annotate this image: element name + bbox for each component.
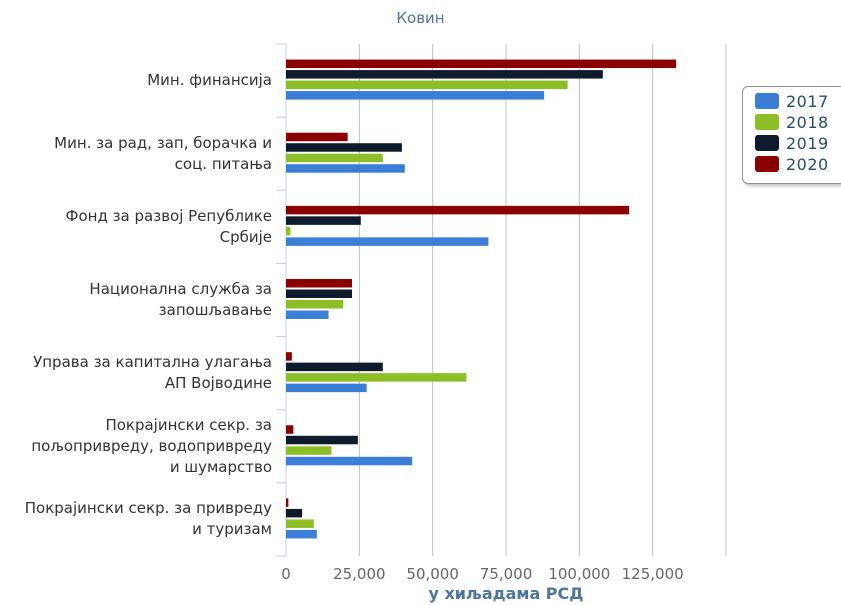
bar-2017[interactable] <box>286 91 545 100</box>
bar-2017[interactable] <box>286 164 405 173</box>
x-tick-label: 125,000 <box>621 565 684 583</box>
bar-2018[interactable] <box>286 519 314 528</box>
legend-item-2020[interactable]: 2020 <box>755 154 829 174</box>
bar-2017[interactable] <box>286 310 329 320</box>
category-label-line: Национална служба за <box>89 280 272 298</box>
bar-2017[interactable] <box>286 456 413 466</box>
bar-2020[interactable] <box>286 425 294 434</box>
category-label-line: и шумарство <box>169 457 272 476</box>
category-label-line: АП Војводине <box>164 374 272 393</box>
legend-item-2019[interactable]: 2019 <box>755 133 829 153</box>
category-label: Управа за капитална улагања АП Војводине <box>0 352 272 394</box>
bar-2018[interactable] <box>286 373 467 382</box>
legend-label: 2018 <box>786 112 829 132</box>
x-tick-label: 75,000 <box>479 565 533 583</box>
legend-item-2018[interactable]: 2018 <box>755 112 829 132</box>
chart-subtitle: Ковин <box>396 9 445 27</box>
bar-2020[interactable] <box>286 59 677 69</box>
bar-2019[interactable] <box>286 289 352 299</box>
x-tick-label: 50,000 <box>406 565 459 583</box>
legend-item-2017[interactable]: 2017 <box>755 91 829 111</box>
bar-2018[interactable] <box>286 446 332 455</box>
bar-2017[interactable] <box>286 529 317 539</box>
category-label-line: и туризам <box>192 520 272 539</box>
legend-swatch <box>755 135 779 151</box>
legend-swatch <box>755 93 779 109</box>
legend-swatch <box>755 156 779 172</box>
x-tick-label: 100,000 <box>548 565 611 583</box>
x-axis-title: у хиљадама РСД <box>428 584 584 603</box>
category-label: Национална служба за запошљавање <box>0 279 272 321</box>
bar-2020[interactable] <box>286 279 352 288</box>
x-tick-label: 25,000 <box>333 565 386 583</box>
category-label: Мин. финансија <box>0 70 272 91</box>
category-label-line: Фонд за развој Републике <box>65 206 272 225</box>
bar-2019[interactable] <box>286 143 402 152</box>
bar-2018[interactable] <box>286 226 291 236</box>
category-label: Фонд за развој Републике Србије <box>0 206 272 248</box>
legend-swatch <box>755 114 779 130</box>
bar-2019[interactable] <box>286 508 303 518</box>
bar-2019[interactable] <box>286 216 361 225</box>
category-label-line: Управа за капитална улагања <box>33 353 272 372</box>
bar-2020[interactable] <box>286 352 292 361</box>
bar-2019[interactable] <box>286 362 383 372</box>
x-tick-label: 0 <box>281 565 291 583</box>
bar-2020[interactable] <box>286 132 348 142</box>
category-label-line: соц. питања <box>174 154 272 173</box>
category-label-line: Покрајински секр. за <box>105 415 272 434</box>
category-label: Покрајински секр. за привреду и туризам <box>0 498 272 540</box>
legend: 2017 2018 2019 2020 <box>742 86 841 184</box>
bar-2020[interactable] <box>286 498 289 507</box>
category-label-line: Србије <box>219 227 272 246</box>
bar-2018[interactable] <box>286 80 568 90</box>
category-label-line: запошљавање <box>158 301 272 319</box>
bar-2019[interactable] <box>286 435 358 445</box>
bar-2017[interactable] <box>286 383 367 393</box>
bar-2019[interactable] <box>286 70 603 79</box>
category-label: Мин. за рад, зап, борачка и соц. питања <box>0 133 272 175</box>
category-label-line: пољопривреду, водопривреду <box>31 436 272 455</box>
category-label-line: Покрајински секр. за привреду <box>24 499 272 518</box>
legend-label: 2019 <box>786 133 829 153</box>
bar-2018[interactable] <box>286 153 383 163</box>
bar-2017[interactable] <box>286 237 489 246</box>
category-label-line: Мин. финансија <box>147 71 272 90</box>
bar-2018[interactable] <box>286 300 344 309</box>
legend-label: 2017 <box>786 91 829 111</box>
legend-label: 2020 <box>786 154 829 174</box>
category-label-line: Мин. за рад, зап, борачка и <box>54 133 272 152</box>
bar-2020[interactable] <box>286 205 630 215</box>
category-label: Покрајински секр. за пољопривреду, водопр… <box>0 415 272 478</box>
